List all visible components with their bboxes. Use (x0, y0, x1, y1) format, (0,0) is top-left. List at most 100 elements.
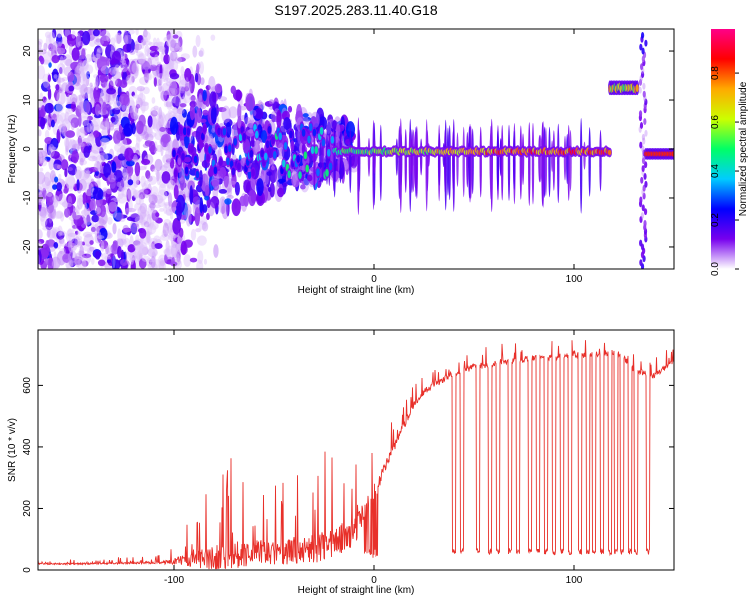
spectrogram-noise-cell (38, 200, 42, 212)
spectrogram-noise-cell (92, 155, 96, 162)
spectrogram-smear-cell (471, 128, 474, 195)
spectrogram-noise-cell (159, 207, 165, 212)
spectrogram-smear-cell (462, 126, 465, 198)
spectrogram-streak-cell (640, 31, 645, 39)
spectrogram-streak-cell (641, 204, 645, 212)
spectrogram-noise-cell (158, 258, 165, 269)
spectrogram-noise-cell (49, 226, 55, 231)
spectrogram-noise-cell (146, 126, 153, 135)
spectrogram-noise-cell (47, 88, 52, 101)
spectrogram-scatter-cell (198, 93, 202, 102)
spectrogram-noise-cell (73, 82, 82, 90)
spectrogram-noise-cell (114, 64, 120, 72)
spectrogram-noise-cell (139, 76, 149, 86)
spectrogram-carrier-cell (195, 170, 200, 179)
spectrogram-noise-cell (147, 126, 152, 137)
spectrogram-smear-cell (541, 121, 545, 208)
spectrogram-noise-cell (98, 227, 108, 241)
spectrogram-smear-cell (552, 130, 556, 191)
spectrogram-scatter-cell (302, 113, 309, 118)
spectrogram-noise-cell (105, 244, 113, 255)
spectrogram-carrier-cell (316, 168, 320, 177)
spectrogram-noise-cell (46, 84, 51, 91)
spectrogram-noise-cell (122, 167, 128, 181)
spectrogram-noise-cell (171, 39, 181, 51)
spectrogram-noise-cell (45, 34, 52, 49)
spectrogram-noise-cell (165, 39, 176, 48)
spectrogram-smear-cell (588, 127, 591, 197)
spectrogram-noise-cell (136, 243, 146, 257)
spectrogram-noise-cell (184, 196, 191, 201)
spectrogram-streak-cell (638, 86, 642, 94)
spectrogram-noise-cell (169, 43, 178, 53)
spectrogram-noise-cell (121, 104, 127, 111)
spectrogram-noise-cell (163, 54, 171, 65)
spectrogram-noise-cell (139, 194, 144, 207)
spectrogram-noise-cell (117, 246, 122, 259)
spectrogram-noise-cell (108, 201, 118, 212)
spectrogram-noise-cell (65, 107, 74, 115)
spectrogram-noise-cell (69, 93, 78, 105)
spectrogram-noise-cell (147, 175, 153, 182)
spectrogram-scatter-cell (283, 117, 291, 131)
spectrogram-noise-cell (132, 105, 137, 117)
spectrogram-noise-cell (166, 30, 171, 41)
spectrogram-noise-cell (51, 29, 57, 39)
spectrogram-noise-cell (109, 178, 116, 189)
spectrogram-streak-cell (643, 220, 647, 227)
spectrogram-noise-cell (63, 54, 73, 67)
spectrogram-noise-cell (198, 50, 204, 57)
spectrogram-noise-cell (164, 247, 170, 257)
spectrogram-noise-cell (146, 223, 157, 235)
spectrogram-noise-cell (57, 193, 67, 205)
spectrogram-carrier-cell (314, 146, 319, 154)
spectrogram-scatter-cell (268, 113, 274, 120)
spectrogram-noise-cell (65, 202, 72, 208)
spectrogram-noise-cell (173, 258, 183, 269)
spectrogram-noise-cell (198, 220, 207, 230)
spectrogram-scatter-cell (266, 171, 272, 176)
spectrogram-noise-cell (48, 43, 54, 52)
spectrogram-noise-cell (85, 53, 93, 63)
spectrogram-carrier-cell (184, 166, 189, 175)
spectrogram-carrier-cell (607, 149, 612, 156)
spectrogram-noise-cell (117, 193, 128, 204)
spectrogram-scatter-cell (226, 194, 234, 200)
spectrogram-noise-cell (154, 158, 163, 172)
spectrogram-noise-cell (92, 187, 104, 201)
spectrogram-noise-cell (123, 237, 130, 248)
spectrogram-noise-cell (154, 194, 164, 204)
spectrogram-noise-cell (195, 34, 201, 48)
spectrogram-scatter-cell (210, 195, 220, 209)
snr-y-label: SNR (10 * v/v) (7, 418, 18, 482)
spectrogram-noise-cell (154, 54, 159, 61)
spectrogram-scatter-cell (238, 106, 247, 111)
spectrogram-noise-cell (71, 143, 80, 152)
spectrogram-scatter-cell (300, 184, 306, 190)
spectrogram-scatter-cell (179, 103, 187, 108)
spectrogram-noise-cell (131, 75, 135, 83)
spectrogram-noise-cell (168, 58, 175, 71)
spectrogram-shifted-cell (635, 84, 639, 93)
spectrogram-noise-cell (58, 41, 62, 47)
spectrogram-noise-cell (75, 230, 79, 235)
spectrogram-noise-cell (156, 144, 163, 153)
spectrogram-noise-cell (41, 51, 53, 64)
spectrogram-noise-cell (133, 189, 141, 199)
spectrogram-noise-cell (152, 192, 158, 198)
spectrogram-noise-cell (135, 120, 144, 135)
spectrogram-streak-cell (639, 196, 643, 204)
spectrogram-noise-cell (163, 202, 168, 215)
spectrogram-noise-cell (141, 57, 151, 71)
spectrogram-carrier-cell (213, 166, 218, 175)
spectrogram-noise-cell (119, 179, 126, 192)
spectrogram-noise-cell (39, 105, 46, 118)
spectrogram-streak-cell (644, 129, 648, 137)
spectrogram-noise-cell (71, 150, 80, 164)
spectrogram-noise-cell (123, 30, 132, 45)
spectrogram-smear-cell (479, 126, 482, 198)
spectrogram-noise-cell (65, 130, 76, 138)
spectrogram-noise-cell (155, 170, 162, 177)
spectrogram-smear-cell (528, 122, 531, 206)
spectrogram-x-tick-label: 100 (566, 274, 583, 285)
